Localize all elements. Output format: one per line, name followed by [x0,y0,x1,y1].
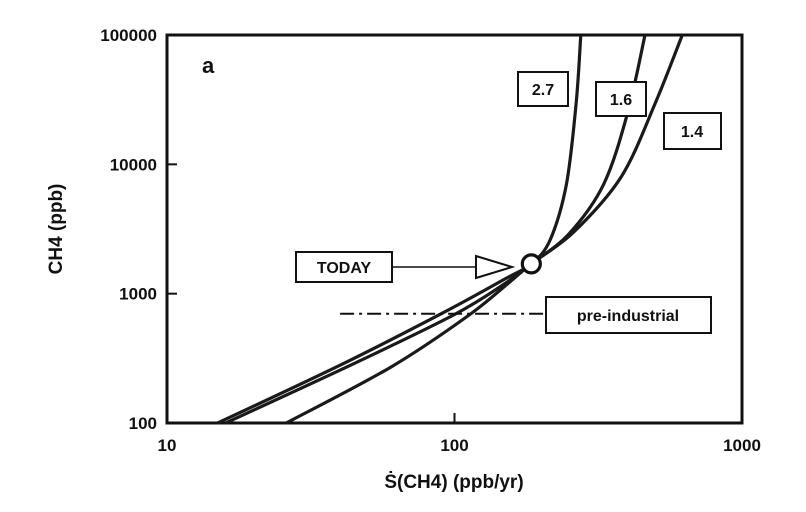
x-axis: 10 100 1000 [158,413,761,455]
today-box [295,251,393,283]
preindustrial-box [545,296,712,334]
series-label-box-2-7 [517,71,569,107]
series-label-1-6: 1.6 [610,92,632,109]
x-tick-label: 100 [440,436,468,455]
y-axis: 100 1000 10000 100000 [100,26,177,433]
y-tick-label: 100000 [100,26,157,45]
y-tick-label: 100 [129,414,157,433]
series-label-1-4: 1.4 [681,124,703,141]
y-axis-label: CH4 (ppb) [46,184,67,275]
x-tick-label: 1000 [723,436,761,455]
plot-frame [165,33,744,425]
today-label: TODAY [317,260,372,277]
series-label-box-1-4 [663,112,722,150]
series-label-box-1-6 [595,81,647,117]
today-point [520,253,542,275]
y-tick-label: 1000 [119,285,157,304]
today-arrow-head [475,254,516,280]
series-label-2-7: 2.7 [532,82,554,99]
preindustrial-label: pre-industrial [577,308,679,325]
y-tick-label: 10000 [110,155,157,174]
x-tick-label: 10 [158,436,177,455]
panel-label: a [202,53,215,78]
series-line-1-6 [225,34,647,425]
x-axis-label: Ṡ(CH4) (ppb/yr) [384,472,523,493]
